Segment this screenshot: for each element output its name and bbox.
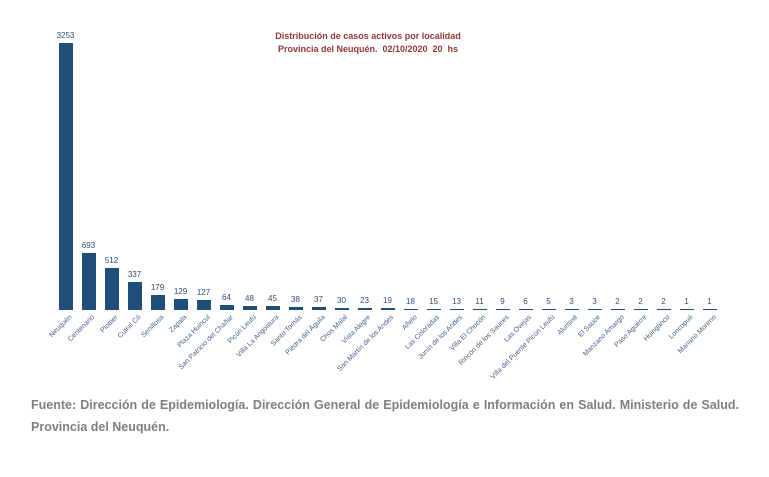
bar: [633, 309, 648, 310]
bar: [702, 309, 717, 310]
bar: [357, 308, 372, 310]
bar-cell: 3253 Neuquén: [48, 31, 77, 339]
x-axis-label: Senillosa: [140, 314, 166, 340]
bar-cell: 6 Las Ovejas: [504, 43, 537, 344]
bar-cell: 337 Cutral Có: [117, 43, 146, 340]
bar: [242, 306, 257, 310]
bar: [472, 309, 487, 310]
bar-cell: 179 Senillosa: [140, 43, 169, 339]
bar: [610, 309, 625, 310]
bar-value-label: 512: [104, 255, 119, 265]
bar: [311, 306, 326, 310]
bar-cell: 2 Manzano Amargo: [582, 43, 629, 358]
bar-value-label: 64: [222, 292, 231, 302]
bar-value-label: 3: [569, 297, 574, 306]
bar-cell: 512 Plottier: [99, 43, 123, 334]
bar-value-label: 3253: [56, 31, 75, 40]
bar-value-label: 337: [127, 270, 142, 280]
bar-value-label: 45: [268, 294, 277, 304]
bar-value-label: 2: [661, 297, 666, 306]
bar: [219, 304, 234, 310]
bar-cell: 3 El Sauce: [578, 43, 606, 339]
bar-value-label: 1: [684, 297, 689, 306]
bar-value-label: 18: [406, 296, 415, 306]
bar-value-label: 9: [500, 297, 505, 306]
chart-title-line1: Distribución de casos activos por locali…: [275, 31, 461, 41]
bar-cell: 129 Zapala: [168, 43, 192, 334]
bar-cell: 11 Villa El Chocón: [449, 43, 491, 352]
bar-cell: 23 Vista Alegre: [341, 43, 376, 345]
bar: [380, 308, 395, 310]
bar-cell: 30 Chos Malal: [320, 43, 353, 344]
chart-title: Distribución de casos activos por locali…: [16, 30, 720, 56]
bar-value-label: 2: [638, 297, 643, 306]
bar-value-label: 693: [81, 241, 96, 251]
bar: [495, 309, 510, 310]
bar: [518, 309, 533, 310]
x-axis-label: Plottier: [99, 314, 120, 335]
plot-area: 3253 Neuquén 693 Centenario 512 Plottier 337 Cu…: [48, 31, 721, 381]
bar: [150, 295, 165, 310]
x-axis-label: Añelo: [400, 314, 419, 332]
x-axis-label: Cutral Có: [116, 314, 143, 340]
bar-value-label: 3: [592, 297, 597, 306]
bar-cell: 15 Las Coloradas: [405, 43, 445, 351]
bar-value-label: 37: [314, 294, 323, 304]
bar-value-label: 19: [383, 296, 392, 306]
bar: [541, 309, 556, 310]
bar: [173, 299, 188, 310]
bar: [587, 309, 602, 310]
bar: [127, 282, 142, 310]
bar-cell: 9 Rincón de los Sauces: [458, 43, 514, 367]
bar-value-label: 38: [291, 294, 300, 304]
bar-value-label: 15: [429, 296, 438, 306]
bar-cell: 693 Centenario: [67, 43, 100, 343]
bar: [679, 309, 694, 310]
bar-value-label: 179: [150, 283, 165, 293]
bar-value-label: 129: [173, 287, 188, 297]
bar-cell: 2 Huinganco: [643, 43, 675, 343]
bar: [288, 306, 303, 310]
bar-cell: 1 Mariano Moreno: [676, 43, 721, 355]
bar-cell: 2 Paso Aguerre: [614, 43, 652, 349]
bar-value-label: 13: [452, 296, 461, 306]
bar: [58, 43, 73, 310]
bar-cell: 5 Villa del Puente Picún Leufú: [490, 43, 560, 381]
bar: [403, 308, 418, 310]
bar-value-label: 6: [523, 297, 528, 306]
bar-cell: 37 Piedra del Águila: [284, 43, 330, 356]
bar: [196, 299, 211, 310]
bar-value-label: 1: [707, 297, 712, 306]
bar-value-label: 2: [615, 297, 620, 306]
bar: [265, 306, 280, 310]
bar-cell: 64 San Patricio del Chañar: [177, 43, 238, 371]
bar-cell: 38 Santo Tomás: [270, 43, 307, 348]
bar-value-label: 30: [337, 295, 346, 305]
chart-title-line2: Provincia del Neuquén. 02/10/2020 20 hs: [277, 44, 459, 54]
bar-cell: 19 San Martín de los Andes: [337, 43, 399, 372]
bar: [426, 308, 441, 310]
source-note: Fuente: Dirección de Epidemiología. Dire…: [31, 398, 739, 434]
bar: [564, 309, 579, 310]
bar-cell: 13 Junín de los Andes: [418, 43, 468, 361]
x-axis-label: Zapala: [168, 314, 189, 335]
bar-cell: 45 Villa La Angostura: [236, 43, 284, 358]
bar: [81, 253, 96, 310]
bar-value-label: 23: [360, 296, 369, 306]
bar: [449, 308, 464, 310]
bar-value-label: 127: [196, 287, 211, 297]
bar: [104, 267, 119, 310]
bar-cell: 1 Loncopué: [668, 43, 698, 341]
bar-cell: 127 Plaza Huincul: [176, 43, 215, 350]
bar: [656, 309, 671, 310]
bar-cell: 18 Añelo: [399, 43, 422, 332]
bar-cell: 3 Aluminé: [557, 43, 583, 337]
bar: [334, 307, 349, 310]
bar-cell: 48 Picún Leufú: [226, 43, 261, 345]
bar-value-label: 5: [546, 297, 551, 306]
bar-value-label: 11: [475, 297, 484, 306]
bar-value-label: 48: [245, 294, 254, 304]
